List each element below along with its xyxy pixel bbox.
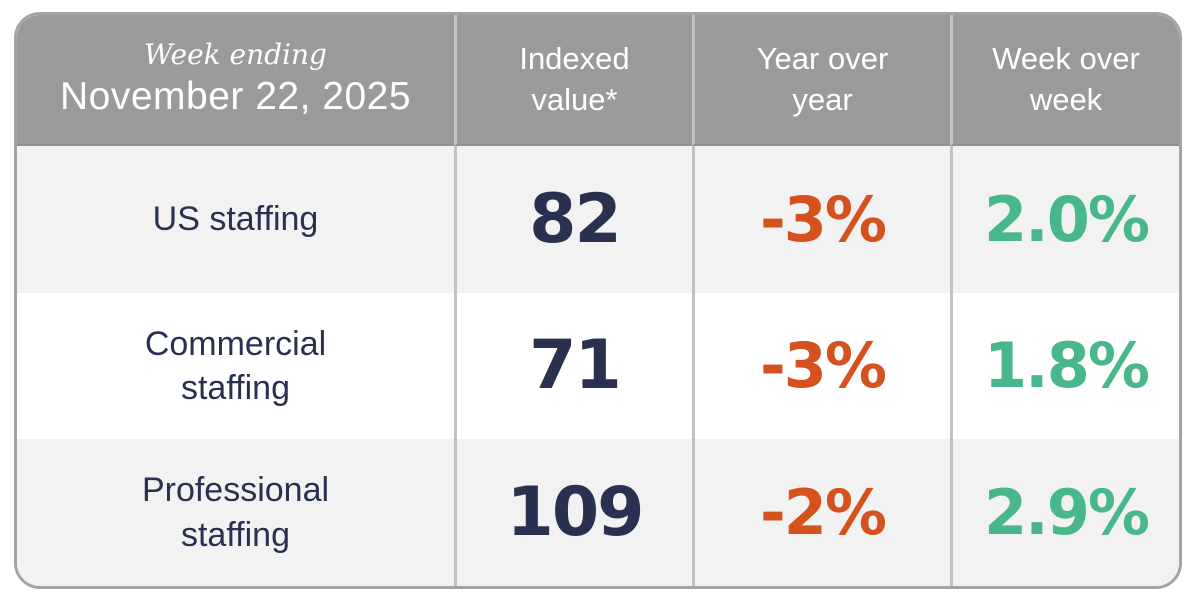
staffing-index-table: Week ending November 22, 2025 Indexed va… [14,12,1182,589]
table-grid: Week ending November 22, 2025 Indexed va… [17,15,1179,586]
professional-staffing-week-over-week: 2.9% [950,439,1179,586]
header-week-ending-cell: Week ending November 22, 2025 [17,15,454,146]
row-commercial-staffing-label-cell: Commercial staffing [17,292,454,440]
commercial-staffing-indexed-value: 71 [454,292,692,440]
us-staffing-year-over-year: -3% [692,146,950,293]
us-staffing-indexed-value: 82 [454,146,692,293]
row-label: US staffing [152,200,319,239]
row-professional-staffing-label-cell: Professional staffing [17,439,454,586]
row-label: Professional staffing [141,471,330,554]
us-staffing-week-over-week: 2.0% [950,146,1179,293]
week-ending-date: November 22, 2025 [59,74,412,118]
commercial-staffing-week-over-week: 1.8% [950,292,1179,440]
row-label: Commercial staffing [144,324,327,407]
column-header-indexed-value: Indexed value* [519,40,630,117]
header-week-over-week-cell: Week over week [950,15,1179,146]
column-header-week-over-week: Week over week [992,40,1140,117]
professional-staffing-indexed-value: 109 [454,439,692,586]
week-ending-label: Week ending [144,37,327,71]
professional-staffing-year-over-year: -2% [692,439,950,586]
column-header-year-over-year: Year over year [756,40,889,117]
header-indexed-value-cell: Indexed value* [454,15,692,146]
row-us-staffing-label-cell: US staffing [17,146,454,293]
commercial-staffing-year-over-year: -3% [692,292,950,440]
header-year-over-year-cell: Year over year [692,15,950,146]
